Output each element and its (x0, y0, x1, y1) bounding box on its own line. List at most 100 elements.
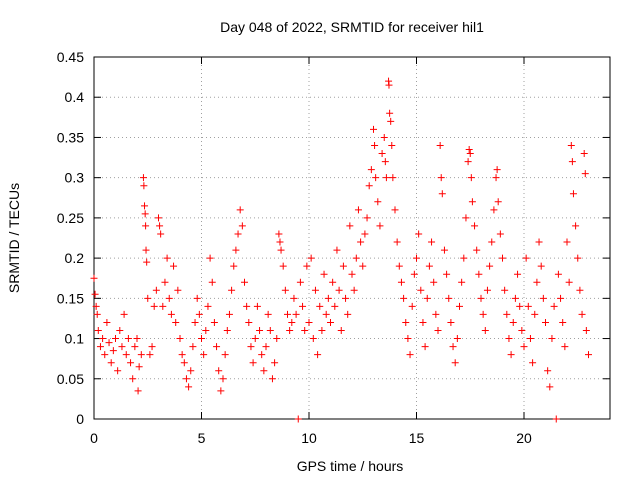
data-point (143, 258, 151, 266)
data-point (141, 210, 149, 218)
data-point (554, 270, 562, 278)
data-point (393, 238, 401, 246)
data-point (314, 351, 322, 359)
data-point (299, 302, 307, 310)
data-point (339, 262, 347, 270)
data-point (294, 415, 302, 423)
data-point (468, 198, 476, 206)
data-point (288, 318, 296, 326)
data-point (509, 318, 517, 326)
data-point (425, 262, 433, 270)
data-point (275, 230, 283, 238)
data-point (417, 286, 425, 294)
data-point (219, 375, 227, 383)
data-point (129, 375, 137, 383)
data-point (462, 214, 470, 222)
data-point (397, 278, 405, 286)
data-point (447, 318, 455, 326)
y-tick-label: 0.2 (65, 250, 85, 266)
data-point (342, 294, 350, 302)
data-point (458, 278, 466, 286)
data-point (148, 343, 156, 351)
data-point (301, 327, 309, 335)
data-point (185, 383, 193, 391)
data-point (311, 286, 319, 294)
data-point (488, 238, 496, 246)
data-point (322, 310, 330, 318)
data-point (518, 327, 526, 335)
data-point (479, 310, 487, 318)
data-point (514, 270, 522, 278)
data-point (372, 174, 380, 182)
y-tick-label: 0.05 (57, 371, 84, 387)
x-tick-label: 10 (301, 430, 317, 446)
data-point (180, 359, 188, 367)
data-point (415, 230, 423, 238)
data-point (511, 294, 519, 302)
data-point (400, 294, 408, 302)
data-point (524, 302, 532, 310)
data-point (150, 302, 158, 310)
data-point (565, 278, 573, 286)
data-point (430, 278, 438, 286)
x-tick-label: 0 (90, 430, 98, 446)
data-point (213, 343, 221, 351)
data-point (437, 174, 445, 182)
data-point (172, 318, 180, 326)
data-point (264, 310, 272, 318)
data-point (382, 174, 390, 182)
data-point (465, 146, 473, 154)
data-point (107, 359, 115, 367)
data-point (109, 347, 117, 355)
data-point (296, 278, 304, 286)
data-point (361, 230, 369, 238)
data-point (223, 327, 231, 335)
data-point (428, 238, 436, 246)
data-point (292, 310, 300, 318)
x-axis-label: GPS time / hours (297, 458, 404, 474)
data-point (247, 343, 255, 351)
data-point (165, 294, 173, 302)
data-point (279, 262, 287, 270)
data-point (256, 327, 264, 335)
data-point (155, 214, 162, 222)
data-point (253, 302, 261, 310)
data-point (466, 150, 474, 158)
data-point (271, 359, 279, 367)
y-tick-label: 0 (76, 411, 84, 427)
data-point (238, 222, 246, 230)
data-point (134, 387, 142, 395)
data-point (529, 359, 537, 367)
x-tick-label: 15 (409, 430, 425, 446)
data-point (137, 351, 145, 359)
data-point (578, 310, 586, 318)
data-point (419, 318, 427, 326)
data-point (202, 327, 210, 335)
data-point (568, 158, 576, 166)
data-point (483, 286, 491, 294)
data-point (327, 318, 334, 326)
data-point (333, 246, 341, 254)
data-point (281, 286, 289, 294)
data-point (105, 339, 113, 347)
data-point (156, 222, 164, 230)
data-point (456, 302, 463, 310)
data-point (178, 351, 186, 359)
data-point (449, 343, 457, 351)
data-point (507, 351, 515, 359)
data-point (404, 335, 412, 343)
data-point (531, 310, 539, 318)
data-point (346, 222, 354, 230)
data-point (494, 198, 502, 206)
data-point (318, 327, 326, 335)
data-point (286, 327, 294, 335)
data-point (388, 141, 396, 149)
data-point (357, 238, 365, 246)
data-point (276, 238, 284, 246)
data-point (195, 310, 203, 318)
data-point (505, 335, 513, 343)
data-point (413, 254, 420, 262)
grid-lines (94, 57, 610, 419)
data-point (96, 343, 104, 351)
data-point (305, 318, 313, 326)
